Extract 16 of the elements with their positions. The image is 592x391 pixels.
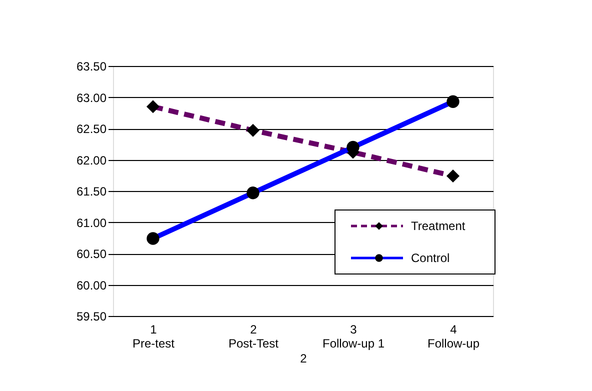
x-axis-title: 2 [300, 352, 308, 366]
y-tick-label: 60.50 [76, 247, 107, 261]
x-tick-label: 4 Follow-up [427, 322, 480, 350]
x-tick-label: 2 Post-Test [228, 322, 280, 350]
y-tick-label: 63.50 [76, 60, 107, 74]
y-tick-label: 63.00 [76, 90, 107, 105]
x-tick-label: 1 Pre-test [132, 322, 176, 350]
legend-label: Treatment [411, 219, 466, 233]
x-tick-label: 3 Follow-up 1 [322, 322, 385, 350]
y-tick-label: 59.50 [76, 310, 107, 324]
legend-label: Control [411, 251, 450, 265]
y-tick-label: 61.00 [76, 216, 107, 230]
y-tick-label: 61.50 [76, 184, 107, 198]
y-tick-label: 62.50 [76, 122, 107, 136]
y-tick-label: 60.00 [76, 278, 107, 292]
y-tick-label: 62.00 [76, 153, 107, 168]
